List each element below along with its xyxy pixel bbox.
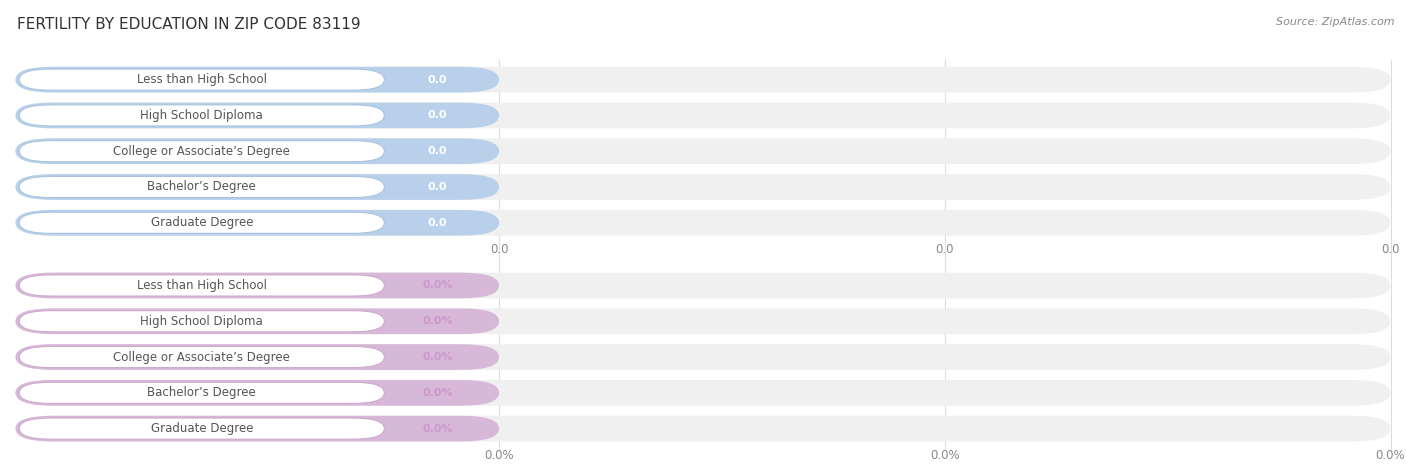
Text: Source: ZipAtlas.com: Source: ZipAtlas.com <box>1277 17 1395 27</box>
Text: 0.0%: 0.0% <box>422 388 453 398</box>
Text: College or Associate’s Degree: College or Associate’s Degree <box>114 145 290 158</box>
FancyBboxPatch shape <box>20 141 384 162</box>
FancyBboxPatch shape <box>15 138 499 164</box>
FancyBboxPatch shape <box>15 380 1391 406</box>
FancyBboxPatch shape <box>15 344 499 370</box>
Text: Graduate Degree: Graduate Degree <box>150 216 253 229</box>
Text: 0.0%: 0.0% <box>1375 448 1406 462</box>
Text: Graduate Degree: Graduate Degree <box>150 422 253 435</box>
Text: Bachelor’s Degree: Bachelor’s Degree <box>148 180 256 193</box>
FancyBboxPatch shape <box>15 416 499 441</box>
FancyBboxPatch shape <box>15 273 499 298</box>
FancyBboxPatch shape <box>15 416 1391 441</box>
FancyBboxPatch shape <box>15 308 499 334</box>
Text: 0.0%: 0.0% <box>422 352 453 362</box>
FancyBboxPatch shape <box>20 105 384 126</box>
FancyBboxPatch shape <box>20 275 384 296</box>
Text: College or Associate’s Degree: College or Associate’s Degree <box>114 351 290 363</box>
FancyBboxPatch shape <box>20 69 384 90</box>
FancyBboxPatch shape <box>15 210 499 236</box>
Text: High School Diploma: High School Diploma <box>141 315 263 328</box>
FancyBboxPatch shape <box>15 67 499 93</box>
Text: 0.0: 0.0 <box>427 146 447 156</box>
Text: Less than High School: Less than High School <box>136 279 267 292</box>
FancyBboxPatch shape <box>15 380 499 406</box>
Text: 0.0: 0.0 <box>1381 243 1400 256</box>
Text: 0.0%: 0.0% <box>422 316 453 326</box>
FancyBboxPatch shape <box>20 418 384 439</box>
Text: 0.0: 0.0 <box>427 75 447 85</box>
FancyBboxPatch shape <box>15 103 499 128</box>
FancyBboxPatch shape <box>20 382 384 403</box>
Text: 0.0: 0.0 <box>489 243 509 256</box>
FancyBboxPatch shape <box>15 103 1391 128</box>
Text: 0.0%: 0.0% <box>422 424 453 434</box>
Text: 0.0%: 0.0% <box>422 280 453 291</box>
Text: 0.0%: 0.0% <box>929 448 960 462</box>
FancyBboxPatch shape <box>15 67 1391 93</box>
Text: 0.0: 0.0 <box>427 110 447 121</box>
Text: High School Diploma: High School Diploma <box>141 109 263 122</box>
FancyBboxPatch shape <box>15 344 1391 370</box>
FancyBboxPatch shape <box>15 210 1391 236</box>
Text: Bachelor’s Degree: Bachelor’s Degree <box>148 386 256 399</box>
FancyBboxPatch shape <box>20 176 384 198</box>
Text: 0.0: 0.0 <box>935 243 955 256</box>
FancyBboxPatch shape <box>15 138 1391 164</box>
Text: 0.0%: 0.0% <box>484 448 515 462</box>
FancyBboxPatch shape <box>20 212 384 233</box>
FancyBboxPatch shape <box>15 308 1391 334</box>
FancyBboxPatch shape <box>15 273 1391 298</box>
Text: Less than High School: Less than High School <box>136 73 267 86</box>
FancyBboxPatch shape <box>15 174 499 200</box>
Text: 0.0: 0.0 <box>427 182 447 192</box>
Text: FERTILITY BY EDUCATION IN ZIP CODE 83119: FERTILITY BY EDUCATION IN ZIP CODE 83119 <box>17 17 360 32</box>
FancyBboxPatch shape <box>15 174 1391 200</box>
FancyBboxPatch shape <box>20 311 384 332</box>
FancyBboxPatch shape <box>20 346 384 368</box>
Text: 0.0: 0.0 <box>427 218 447 228</box>
